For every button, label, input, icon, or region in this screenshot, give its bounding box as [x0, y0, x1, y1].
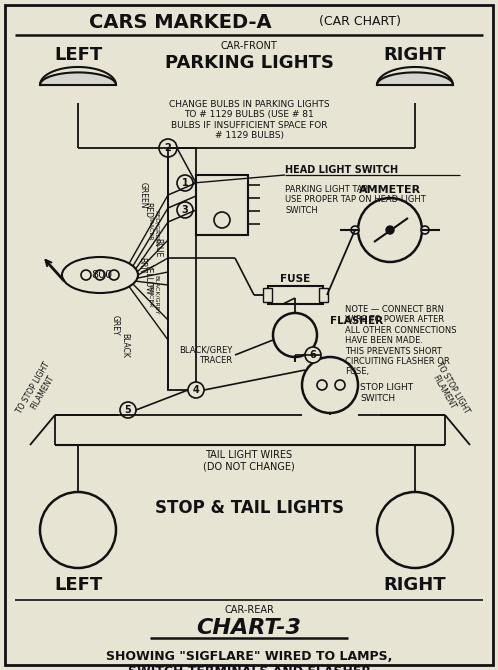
- Text: BLACK/GREY
TRACER: BLACK/GREY TRACER: [179, 345, 232, 364]
- Text: TO STOP LIGHT
FILAMENT: TO STOP LIGHT FILAMENT: [15, 360, 61, 420]
- Circle shape: [188, 382, 204, 398]
- Text: HEAD LIGHT SWITCH: HEAD LIGHT SWITCH: [285, 165, 398, 175]
- Text: LEFT: LEFT: [54, 576, 102, 594]
- Circle shape: [351, 226, 359, 234]
- Text: 4: 4: [193, 385, 199, 395]
- Text: FUSE: FUSE: [280, 274, 310, 284]
- Text: BLUE: BLUE: [153, 239, 162, 258]
- Text: RIGHT: RIGHT: [383, 46, 446, 64]
- Text: 3: 3: [182, 205, 188, 215]
- Bar: [263, 288, 272, 302]
- Circle shape: [159, 139, 177, 157]
- Circle shape: [377, 492, 453, 568]
- Circle shape: [177, 175, 193, 191]
- Bar: [319, 288, 328, 302]
- Text: GREY: GREY: [111, 315, 120, 335]
- Text: STOP LIGHT
SWITCH: STOP LIGHT SWITCH: [360, 383, 413, 403]
- Text: GREEN: GREEN: [138, 182, 147, 208]
- Text: AMMETER: AMMETER: [359, 185, 421, 195]
- Text: CHART-3: CHART-3: [197, 618, 301, 638]
- Text: LEFT: LEFT: [54, 46, 102, 64]
- Text: STOP & TAIL LIGHTS: STOP & TAIL LIGHTS: [154, 499, 344, 517]
- Circle shape: [302, 357, 358, 413]
- Circle shape: [421, 226, 429, 234]
- Text: PARKING LIGHTS: PARKING LIGHTS: [164, 54, 334, 72]
- Text: (CAR CHART): (CAR CHART): [319, 15, 401, 29]
- Circle shape: [305, 347, 321, 363]
- Text: RED: RED: [143, 202, 152, 218]
- Text: RIGHT: RIGHT: [383, 576, 446, 594]
- Text: TO STOP LIGHT
FILAMENT: TO STOP LIGHT FILAMENT: [425, 360, 471, 420]
- Text: 1: 1: [182, 178, 188, 188]
- Circle shape: [386, 226, 394, 234]
- Text: PARKING LIGHT TAP
USE PROPER TAP ON HEAD LIGHT
SWITCH: PARKING LIGHT TAP USE PROPER TAP ON HEAD…: [285, 185, 426, 215]
- Bar: [196, 175, 248, 235]
- Circle shape: [317, 380, 327, 390]
- Circle shape: [120, 402, 136, 418]
- Circle shape: [358, 198, 422, 262]
- Text: CAR-REAR: CAR-REAR: [224, 605, 274, 615]
- Text: 5: 5: [124, 405, 131, 415]
- Text: YELLOW: YELLOW: [143, 265, 152, 295]
- Bar: [268, 286, 323, 304]
- Bar: [168, 148, 196, 390]
- Text: RED/GREEN
TRACER: RED/GREEN TRACER: [147, 210, 158, 247]
- Text: FLASHER: FLASHER: [330, 316, 383, 326]
- Text: CARS MARKED-A: CARS MARKED-A: [89, 13, 271, 31]
- Circle shape: [177, 202, 193, 218]
- Circle shape: [273, 313, 317, 357]
- Text: BLACK/GREY
TRACER: BLACK/GREY TRACER: [147, 275, 158, 315]
- Text: CHANGE BULBS IN PARKING LIGHTS
TO # 1129 BULBS (USE # 81
BULBS IF INSUFFICIENT S: CHANGE BULBS IN PARKING LIGHTS TO # 1129…: [169, 100, 329, 140]
- Text: 2: 2: [165, 143, 171, 153]
- Text: 800: 800: [92, 270, 113, 280]
- Text: TAIL LIGHT WIRES
(DO NOT CHANGE): TAIL LIGHT WIRES (DO NOT CHANGE): [203, 450, 295, 472]
- Text: NOTE — CONNECT BRN
WIRE TO POWER AFTER
ALL OTHER CONNECTIONS
HAVE BEEN MADE.
THI: NOTE — CONNECT BRN WIRE TO POWER AFTER A…: [345, 305, 457, 377]
- Text: SHOWING "SIGFLARE" WIRED TO LAMPS,
SWITCH TERMINALS AND FLASHER
WIRED TO AMMETER: SHOWING "SIGFLARE" WIRED TO LAMPS, SWITC…: [106, 650, 392, 670]
- Text: BLACK: BLACK: [121, 332, 129, 357]
- Text: CAR-FRONT: CAR-FRONT: [221, 41, 277, 51]
- Text: 6: 6: [310, 350, 316, 360]
- Circle shape: [335, 380, 345, 390]
- Circle shape: [40, 492, 116, 568]
- Text: BRN: BRN: [137, 257, 146, 273]
